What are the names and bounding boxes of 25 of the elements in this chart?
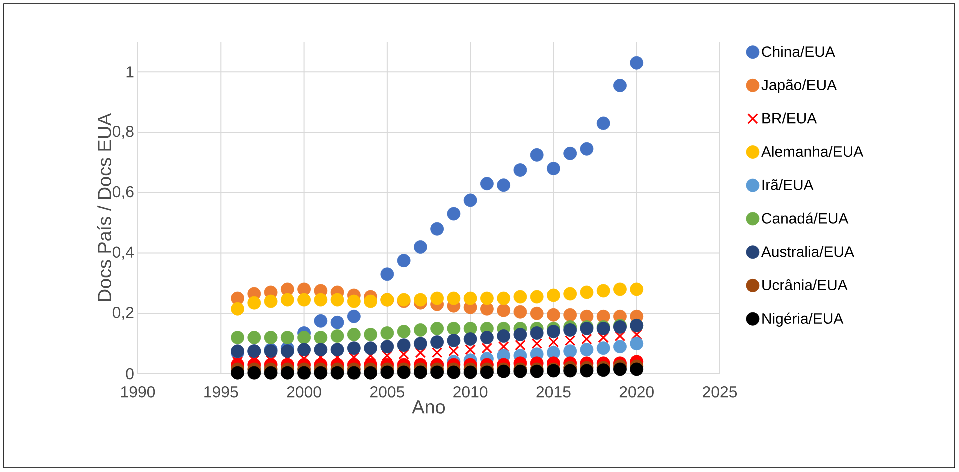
- x-tick-label: 2020: [620, 386, 654, 398]
- x-tick-label: 1990: [121, 386, 156, 398]
- legend-label: Nigéria/EUA: [762, 312, 844, 327]
- x-tick-label: 2025: [703, 386, 738, 398]
- legend-label: Alemanha/EUA: [761, 146, 864, 158]
- legend-label: China/EUA: [762, 46, 836, 58]
- x-tick-label: 2010: [454, 386, 488, 398]
- legend-label: Canadá/EUA: [762, 212, 849, 224]
- y-tick-label: 1: [126, 66, 134, 78]
- x-tick-label: 2005: [370, 386, 404, 398]
- y-axis-title: Docs País / Docs EUA: [97, 113, 112, 302]
- y-tick-label: 0,8: [112, 126, 134, 140]
- x-tick-label: 1995: [204, 386, 238, 398]
- y-tick-label: 0: [126, 368, 134, 380]
- legend-label: Ucrânia/EUA: [762, 280, 848, 291]
- y-tick-label: 0,6: [112, 186, 134, 200]
- legend-label: Japão/EUA: [762, 79, 838, 94]
- x-tick-label: 2000: [287, 386, 322, 398]
- legend-label: BR/EUA: [762, 112, 818, 124]
- legend-label: Irã/EUA: [762, 179, 814, 190]
- legend-label: Australia/EUA: [761, 246, 854, 258]
- y-tick-label: 0,2: [112, 307, 134, 320]
- x-tick-label: 2015: [536, 386, 571, 398]
- y-tick-label: 0,4: [112, 246, 134, 260]
- x-axis-title: Ano: [412, 400, 446, 414]
